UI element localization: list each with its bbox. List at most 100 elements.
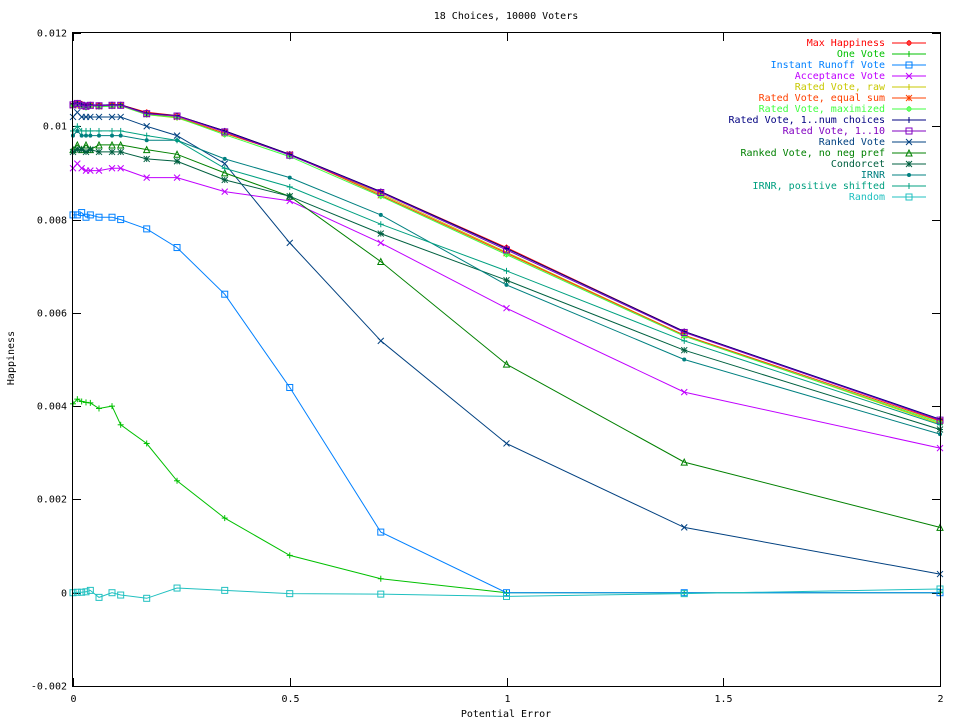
data-point <box>118 133 123 138</box>
data-point-box <box>78 101 86 109</box>
data-point-box <box>905 193 913 201</box>
data-point <box>117 101 125 109</box>
data-point-box <box>73 99 81 107</box>
data-point <box>377 528 385 536</box>
legend-entry-label: One Vote <box>837 49 885 60</box>
data-point <box>286 552 293 559</box>
data-point <box>378 212 383 217</box>
data-point <box>680 590 688 598</box>
data-point <box>78 209 86 217</box>
data-point <box>143 132 150 139</box>
data-point-stroke <box>221 188 229 195</box>
data-point-triangle <box>95 140 103 149</box>
data-point-stroke <box>503 276 510 284</box>
data-point <box>87 399 94 406</box>
legend-entry-label: IRNR, positive shifted <box>753 181 885 192</box>
data-point-stroke <box>680 388 688 396</box>
data-point <box>905 72 913 80</box>
x-tick-label: 0 <box>70 694 76 705</box>
data-point-stroke <box>680 524 688 531</box>
data-point <box>503 267 510 274</box>
data-point <box>117 127 124 134</box>
data-point <box>221 290 229 298</box>
series-line <box>72 149 941 430</box>
y-tick-label: 0 <box>61 589 67 600</box>
data-point-dot <box>287 175 292 180</box>
data-point-triangle <box>905 148 913 157</box>
data-point-box <box>286 383 294 391</box>
data-point <box>117 421 124 428</box>
data-point-triangle <box>82 140 90 149</box>
data-point-box <box>82 102 90 110</box>
data-point <box>377 230 385 237</box>
data-point <box>173 150 181 158</box>
data-point-box <box>680 590 688 598</box>
legend-entry-label: Rated Vote, 1..num choices <box>728 115 885 126</box>
legend-entry-label: Ranked Vote, no neg pref <box>741 148 886 159</box>
y-tick-label: -0.002 <box>31 682 67 693</box>
data-point <box>109 127 116 134</box>
data-point <box>377 337 385 345</box>
data-point <box>503 304 510 312</box>
data-point <box>109 403 116 410</box>
data-point <box>680 328 688 336</box>
data-point <box>82 148 90 156</box>
data-point-dot <box>79 133 84 138</box>
data-point-box <box>82 588 90 596</box>
data-point <box>95 213 103 221</box>
data-point <box>682 357 687 362</box>
data-point-stroke <box>905 94 913 102</box>
data-point-box <box>503 592 510 600</box>
data-point <box>220 168 229 177</box>
data-point <box>286 590 294 598</box>
data-point-stroke <box>221 160 229 167</box>
data-point-box <box>108 589 116 597</box>
data-point <box>503 246 510 254</box>
data-point <box>173 584 181 592</box>
data-point-ring <box>906 40 912 46</box>
data-point <box>86 146 94 153</box>
data-point <box>95 113 103 121</box>
data-point-box <box>173 584 181 592</box>
legend-entry-label: Rated Vote, equal sum <box>759 93 885 104</box>
data-point-stroke <box>73 160 81 167</box>
data-point <box>906 183 912 189</box>
data-point-stroke <box>905 138 913 146</box>
data-point-stroke <box>143 174 151 181</box>
data-point <box>86 586 94 594</box>
data-point-box <box>286 151 294 159</box>
data-point <box>377 590 385 598</box>
data-point-triangle <box>502 360 511 368</box>
data-point-dot <box>110 133 115 138</box>
data-point <box>74 123 81 130</box>
data-point <box>79 133 84 138</box>
data-point <box>117 216 125 224</box>
data-point <box>78 398 85 405</box>
data-point <box>503 589 510 597</box>
data-point <box>95 593 103 601</box>
legend-entry-label: Condorcet <box>831 159 885 170</box>
data-point <box>143 110 151 118</box>
data-point-stroke <box>95 167 103 174</box>
series-group <box>70 123 943 428</box>
data-point-stroke <box>108 113 116 121</box>
data-point-box <box>503 589 510 597</box>
y-tick-label: 0.012 <box>37 29 67 40</box>
data-point <box>74 396 81 403</box>
data-point-stroke <box>117 148 125 156</box>
data-point <box>376 257 385 266</box>
data-point-stroke <box>78 146 86 153</box>
data-point <box>95 140 103 149</box>
data-point-dot <box>118 133 123 138</box>
data-point <box>173 244 181 252</box>
data-point-stroke <box>73 108 81 116</box>
data-point-stroke <box>86 167 94 174</box>
chart-title: 18 Choices, 10000 Voters <box>434 11 579 22</box>
data-point <box>97 133 102 138</box>
data-point <box>377 189 385 197</box>
data-point-triangle <box>680 457 689 466</box>
data-point <box>286 183 293 190</box>
data-point <box>907 173 911 177</box>
x-tick-label: 1 <box>504 694 510 705</box>
data-point-stroke <box>221 176 229 184</box>
